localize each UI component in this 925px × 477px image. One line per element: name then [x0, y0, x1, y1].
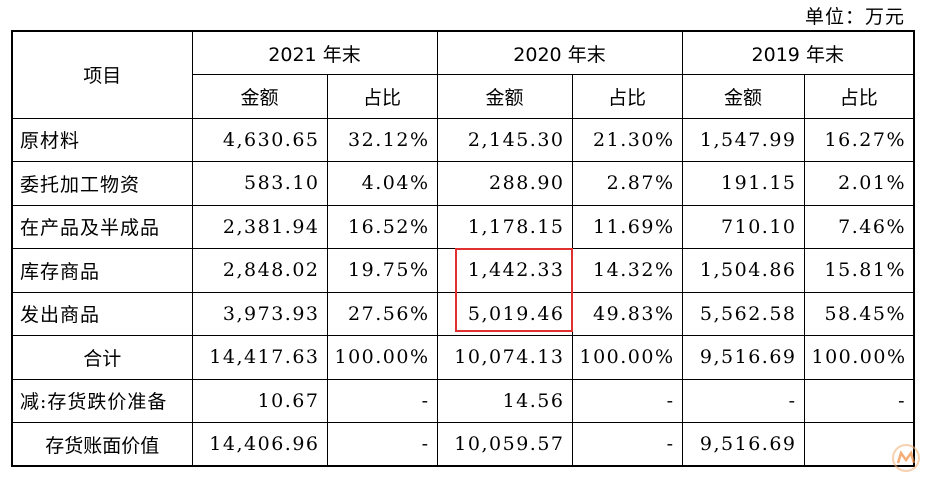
header-item: 项目	[11, 30, 193, 119]
table-cell: -	[326, 422, 438, 467]
table-cell: 5,562.58	[681, 291, 805, 336]
row-label: 发出商品	[11, 291, 193, 336]
table-cell: 583.10	[191, 161, 328, 206]
table-cell: 11.69%	[571, 204, 683, 249]
table-cell: 100.00%	[803, 335, 915, 380]
table-cell: 9,516.69	[681, 335, 805, 380]
header-ratio: 占比	[803, 74, 915, 119]
table-cell: 15.81%	[803, 248, 915, 293]
table-cell: -	[681, 378, 805, 423]
header-amount: 金额	[681, 74, 805, 119]
header-row-columns: 金额 占比 金额 占比 金额 占比	[12, 74, 915, 119]
row-label: 存货账面价值	[11, 422, 193, 467]
header-year-2021: 2021 年末	[191, 30, 438, 75]
table-cell: 4.04%	[326, 161, 438, 206]
table-cell: 27.56%	[326, 291, 438, 336]
header-amount: 金额	[436, 74, 573, 119]
table-cell: 10,059.57	[436, 422, 573, 467]
row-label: 原材料	[11, 117, 193, 162]
header-row-years: 项目 2021 年末 2020 年末 2019 年末	[11, 30, 915, 119]
table-row: 发出商品 3,973.93 27.56% 5,019.46 49.83% 5,562.58…	[11, 291, 915, 336]
table-cell: 1,504.86	[681, 248, 805, 293]
table-cell: 19.75%	[326, 248, 438, 293]
inventory-table: 项目 2021 年末 2020 年末 2019 年末 金额 占比 金额 占比 金…	[11, 30, 915, 467]
table-cell: 14.32%	[571, 248, 683, 293]
table-cell: 288.90	[436, 161, 573, 206]
table-cell: 10,074.13	[436, 335, 573, 380]
table-cell: 21.30%	[571, 117, 683, 162]
table-cell: 100.00%	[326, 335, 438, 380]
header-amount: 金额	[191, 74, 328, 119]
table-cell	[803, 422, 915, 467]
row-label: 在产品及半成品	[11, 204, 193, 249]
header-ratio: 占比	[326, 74, 438, 119]
table-cell: -	[571, 378, 683, 423]
table-cell: 16.27%	[803, 117, 915, 162]
table-cell: 16.52%	[326, 204, 438, 249]
table-cell: 191.15	[681, 161, 805, 206]
row-label: 委托加工物资	[11, 161, 193, 206]
unit-label: 单位：万元	[804, 6, 905, 28]
table-cell: 7.46%	[803, 204, 915, 249]
row-label: 减:存货跌价准备	[11, 378, 193, 423]
table-cell: 2,848.02	[191, 248, 328, 293]
table-row: 存货账面价值 14,406.96-10,059.57-9,516.69	[11, 422, 915, 467]
table-cell: 4,630.65	[191, 117, 328, 162]
row-label: 合计	[11, 335, 193, 380]
header-ratio: 占比	[571, 74, 683, 119]
table-cell: 14,417.63	[191, 335, 328, 380]
table-cell: -	[571, 422, 683, 467]
table-cell: 32.12%	[326, 117, 438, 162]
table-cell: 100.00%	[571, 335, 683, 380]
row-label: 库存商品	[11, 248, 193, 293]
table-cell: 1,547.99	[681, 117, 805, 162]
table-cell: 5,019.46	[436, 291, 573, 336]
table-cell: 10.67	[191, 378, 328, 423]
table-cell: 49.83%	[571, 291, 683, 336]
table-cell: 1,442.33	[436, 248, 573, 293]
table-cell: 2,381.94	[191, 204, 328, 249]
header-year-2019: 2019 年末	[681, 30, 915, 75]
table-cell: 2,145.30	[436, 117, 573, 162]
table-cell: 2.87%	[571, 161, 683, 206]
table-row: 在产品及半成品 2,381.94 16.52% 1,178.15 11.69% 710.1…	[11, 204, 915, 249]
table-row: 减:存货跌价准备 10.67-14.56- - -	[11, 378, 915, 423]
table-row: 原材料 4,630.65 32.12% 2,145.30 21.30% 1,547.99 1…	[11, 117, 915, 162]
table-cell: 14.56	[436, 378, 573, 423]
table-row: 委托加工物资 583.10 4.04% 288.90 2.87% 191.15 2.01%	[11, 161, 915, 206]
table-cell: 14,406.96	[191, 422, 328, 467]
table-cell: 1,178.15	[436, 204, 573, 249]
watermark-logo-icon	[892, 444, 920, 472]
table-row: 合计 14,417.63 100.00% 10,074.13 100.00% 9,516.…	[11, 335, 915, 380]
table-row: 库存商品 2,848.02 19.75% 1,442.33 14.32% 1,504.86…	[11, 248, 915, 293]
header-year-2020: 2020 年末	[436, 30, 683, 75]
table-cell: 58.45%	[803, 291, 915, 336]
table-cell: 9,516.69	[681, 422, 805, 467]
table-cell: -	[803, 378, 915, 423]
table-cell: 710.10	[681, 204, 805, 249]
table-cell: -	[326, 378, 438, 423]
table-cell: 2.01%	[803, 161, 915, 206]
table-cell: 3,973.93	[191, 291, 328, 336]
